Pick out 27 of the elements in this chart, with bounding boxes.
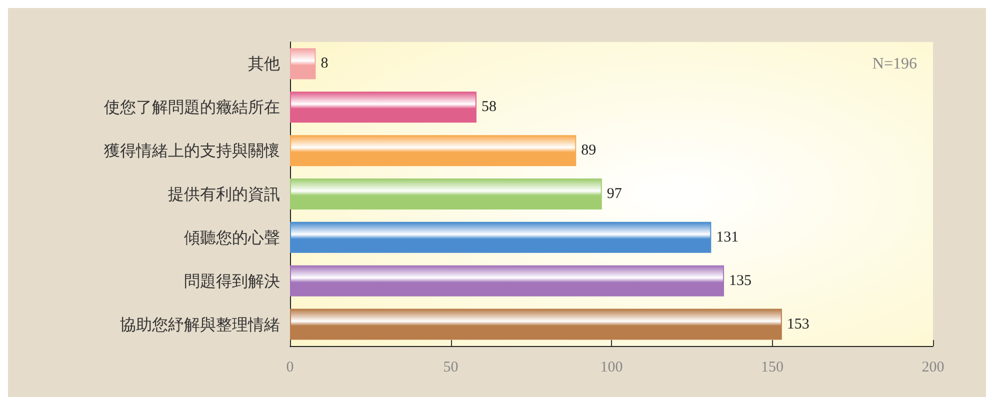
data-label: 8 [320,56,328,72]
y-tick-label: 其他 [248,54,280,74]
data-label: 131 [716,229,739,246]
bar [290,92,476,123]
annotation: N=196 [872,56,917,72]
data-label: 135 [729,272,752,289]
bar [290,222,712,253]
bar [290,135,576,166]
x-tick-label: 150 [761,360,784,376]
data-label: 89 [581,142,596,159]
y-tick-label: 提供有利的資訊 [168,184,280,204]
y-tick-label: 獲得情緒上的支持與關懷 [104,141,280,160]
data-label: 58 [481,99,496,116]
data-label: 97 [606,186,622,202]
y-tick-label: 問題得到解決 [184,271,280,290]
x-tick-label: 100 [600,360,623,376]
bar [290,48,316,80]
x-tick-label: 200 [922,360,944,376]
y-tick-label: 使您了解問題的癥結所在 [104,98,280,117]
y-tick-label: 協助您紓解與整理情緒 [120,314,280,334]
y-tick-label: 傾聽您的心聲 [184,228,280,247]
bar [290,178,602,210]
x-tick-label: 0 [286,360,294,376]
bar [290,308,782,340]
x-tick-label: 50 [443,360,458,376]
data-label: 153 [786,316,810,332]
bar [290,265,724,296]
